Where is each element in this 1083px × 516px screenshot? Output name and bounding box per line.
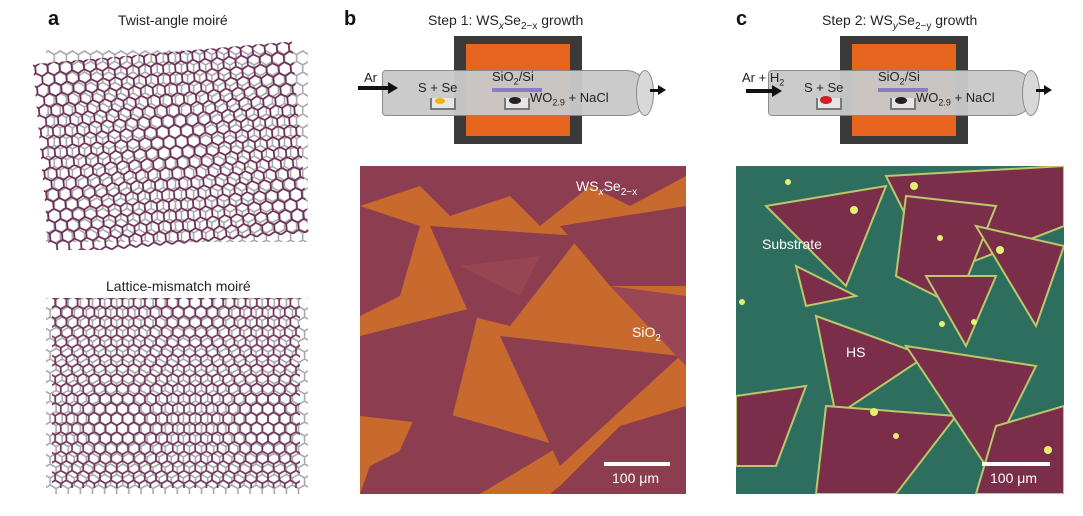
furnace-schematic-step1: Ar S + Se SiO2/Si WO2.9 + NaCl <box>350 30 680 150</box>
source-powder <box>895 97 907 104</box>
step2-title: Step 2: WSySe2−y growth <box>822 12 978 32</box>
gas-inlet-arrow <box>358 86 390 90</box>
twist-angle-lattice <box>32 41 309 250</box>
lattice-mismatch-lattice <box>46 298 308 494</box>
substrate-wafer <box>878 88 928 92</box>
panel-label-a: a <box>48 8 60 30</box>
substrate-label: SiO2/Si <box>492 69 534 87</box>
gas-outlet-head <box>658 85 666 95</box>
hs-label: HS <box>846 344 866 360</box>
substrate-image-label: Substrate <box>762 236 822 252</box>
optical-image-step2: Substrate HS 100 μm <box>736 166 1064 494</box>
gas-arrow-head <box>772 85 782 97</box>
precursor-powder <box>820 96 832 104</box>
wsse-label: WSxSe2−x <box>576 178 638 198</box>
step1-title: Step 1: WSxSe2−x growth <box>428 12 584 32</box>
gas-inlet-arrow <box>746 89 774 93</box>
lattice-mismatch-title: Lattice-mismatch moiré <box>106 278 251 294</box>
scale-label-c: 100 μm <box>990 470 1037 486</box>
gas-label: Ar <box>364 70 377 85</box>
wsse-flakes <box>360 166 686 494</box>
precursor-label: S + Se <box>418 80 458 95</box>
source-label: WO2.9 + NaCl <box>916 90 995 108</box>
scale-bar-b <box>604 462 670 466</box>
source-label: WO2.9 + NaCl <box>530 90 609 108</box>
panel-label-b: b <box>344 8 357 30</box>
furnace-schematic-step2: Ar + H2 S + Se SiO2/Si WO2.9 + NaCl <box>740 30 1070 150</box>
precursor-label: S + Se <box>804 80 844 95</box>
substrate-label: SiO2/Si <box>878 69 920 87</box>
gas-arrow-head <box>388 82 398 94</box>
scale-bar-c <box>982 462 1050 466</box>
substrate-wafer <box>492 88 542 92</box>
heterostructure-flakes <box>736 166 1064 494</box>
tube-end <box>1022 70 1040 116</box>
panel-label-c: c <box>736 8 748 30</box>
gas-outlet-head <box>1044 85 1052 95</box>
tube-end <box>636 70 654 116</box>
twist-angle-title: Twist-angle moiré <box>118 12 228 28</box>
optical-image-step1: WSxSe2−x SiO2 100 μm <box>360 166 686 494</box>
gas-label: Ar + H2 <box>742 70 785 88</box>
precursor-powder <box>435 98 445 104</box>
sio2-label: SiO2 <box>632 324 661 344</box>
scale-label-b: 100 μm <box>612 470 659 486</box>
gas-outlet-arrow <box>1036 89 1046 92</box>
source-powder <box>509 97 521 104</box>
gas-outlet-arrow <box>650 89 660 92</box>
